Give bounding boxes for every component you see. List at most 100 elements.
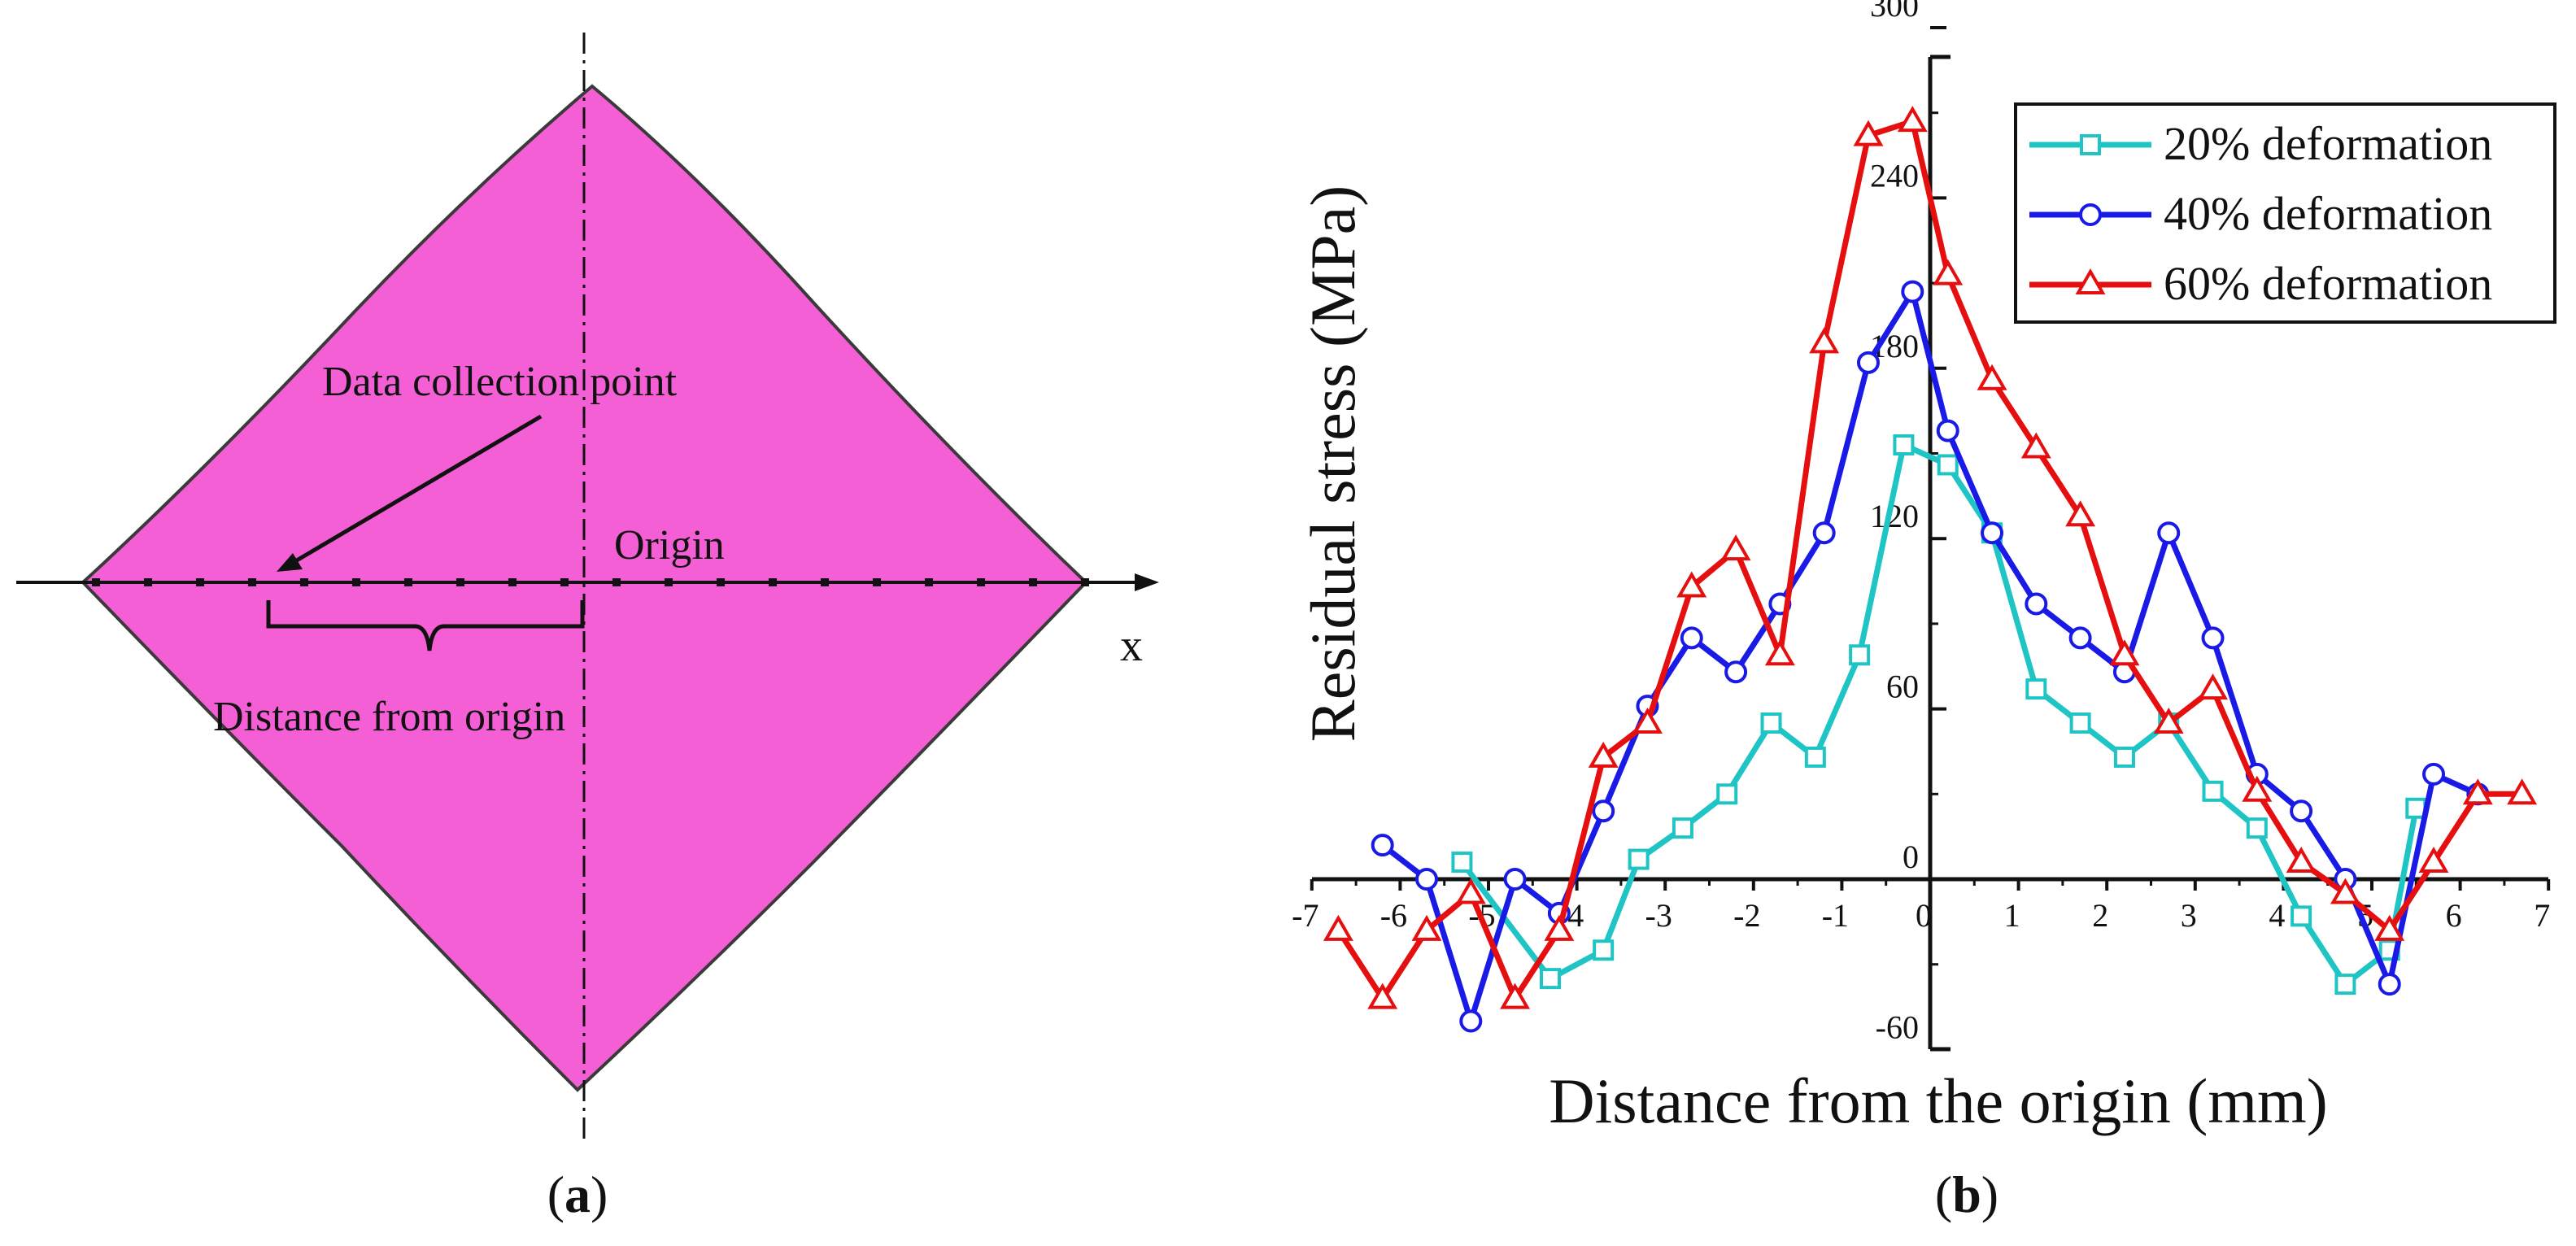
data-point-triangle (1676, 571, 1707, 598)
data-point-triangle (2330, 878, 2360, 904)
data-point-circle (1371, 834, 1394, 857)
data-point-triangle (1588, 741, 1619, 768)
data-point-square (2025, 678, 2047, 700)
x-tick-label: 3 (2181, 897, 2197, 934)
x-tick-label: 7 (2534, 897, 2550, 934)
data-point-triangle (1367, 982, 1398, 1009)
data-point-circle (2157, 521, 2181, 545)
legend-entry-40: 40% deformation (2029, 187, 2492, 240)
data-point-circle (2422, 762, 2446, 786)
data-point-circle (1724, 660, 1748, 684)
collection-point-dot (612, 578, 621, 586)
collection-point-dot (508, 578, 517, 586)
x-tick-label: -2 (1733, 897, 1760, 934)
data-point-triangle (2286, 847, 2317, 874)
data-point-circle (2068, 626, 2092, 650)
collection-point-dot (196, 578, 204, 586)
data-point-triangle (1853, 120, 1884, 146)
y-axis-title: Residual stress (MPa) (1297, 185, 1368, 743)
data-point-square (1593, 939, 1615, 961)
data-point-triangle (1764, 639, 1795, 666)
legend-circle-marker (2079, 203, 2102, 226)
data-point-triangle (2418, 847, 2449, 874)
y-tick-label: 120 (1870, 498, 1919, 534)
data-point-square (2334, 974, 2356, 995)
collection-point-dot (352, 578, 360, 586)
data-point-triangle (2198, 673, 2228, 700)
data-point-circle (1503, 868, 1527, 891)
data-point-square (1893, 434, 1915, 456)
data-point-triangle (1323, 914, 1353, 941)
data-point-triangle (2065, 500, 2096, 527)
data-point-square (2113, 746, 2135, 768)
label-data-collection-point: Data collection point (322, 359, 678, 405)
collection-point-dot (769, 578, 777, 586)
x-axis-arrowhead (1135, 573, 1159, 591)
panel-a: Data collection point Origin x Distance … (16, 33, 1159, 1223)
x-tick-label: -1 (1822, 897, 1849, 934)
data-point-circle (1680, 626, 1703, 650)
data-point-square (1937, 454, 1959, 476)
caption-b: (b) (1935, 1165, 1998, 1223)
collection-point-dot (92, 578, 100, 586)
legend-label-20: 20% deformation (2164, 117, 2492, 170)
data-point-triangle (2020, 432, 2051, 459)
data-point-circle (1936, 419, 1959, 442)
x-tick-label: -3 (1645, 897, 1672, 934)
data-point-square (2291, 905, 2312, 927)
data-point-triangle (1720, 534, 1751, 561)
series-line (1459, 442, 2419, 987)
pointer-arrow-line (290, 414, 543, 566)
x-tick-label: 2 (2092, 897, 2108, 934)
legend-entry-60: 60% deformation (2029, 257, 2492, 310)
series-3 (1323, 106, 2538, 1009)
x-tick-label: 4 (2269, 897, 2285, 934)
series-line (1336, 118, 2522, 1002)
data-point-triangle (2242, 775, 2273, 802)
data-point-circle (1856, 351, 1880, 374)
legend-entry-20: 20% deformation (2029, 117, 2492, 170)
data-point-circle (2378, 973, 2401, 996)
data-point-circle (2201, 626, 2225, 650)
collection-point-dot (873, 578, 881, 586)
collection-point-dot (300, 578, 308, 586)
caption-a: (a) (547, 1165, 608, 1223)
data-point-triangle (2507, 778, 2538, 805)
data-point-square (1540, 968, 1562, 990)
x-tick-label: -6 (1380, 897, 1407, 934)
data-point-circle (1414, 868, 1438, 891)
data-point-triangle (2109, 639, 2140, 666)
data-point-triangle (2374, 914, 2405, 941)
data-point-circle (2290, 799, 2313, 823)
data-point-triangle (1977, 364, 2007, 390)
data-point-triangle (1632, 708, 1663, 734)
label-distance-from-origin: Distance from origin (213, 694, 565, 740)
collection-point-dot (977, 578, 985, 586)
x-axis-title: Distance from the origin (mm) (1549, 1065, 2327, 1136)
legend: 20% deformation 40% deformation 60% defo… (2014, 102, 2556, 324)
legend-square-marker (2080, 134, 2101, 155)
data-point-triangle (1411, 914, 1442, 941)
data-point-circle (1981, 521, 2004, 545)
label-origin: Origin (614, 522, 725, 569)
label-x: x (1120, 621, 1143, 671)
data-point-triangle (2153, 708, 2184, 734)
collection-point-dot (1081, 578, 1089, 586)
data-point-square (2069, 712, 2091, 734)
data-point-triangle (1455, 878, 1486, 904)
distance-brace (266, 600, 585, 651)
data-point-triangle (1809, 327, 1840, 354)
y-tick-label: 240 (1870, 157, 1919, 194)
data-point-circle (1812, 521, 1836, 545)
data-point-triangle (1544, 914, 1575, 941)
data-point-square (1849, 644, 1871, 666)
pointer-arrowhead (277, 553, 303, 572)
data-point-square (2246, 817, 2268, 839)
collection-point-dot (665, 578, 673, 586)
data-point-square (1716, 783, 1738, 805)
x-tick-label: 0 (1916, 897, 1932, 934)
data-point-triangle (1500, 982, 1531, 1009)
data-point-triangle (1933, 259, 1964, 285)
